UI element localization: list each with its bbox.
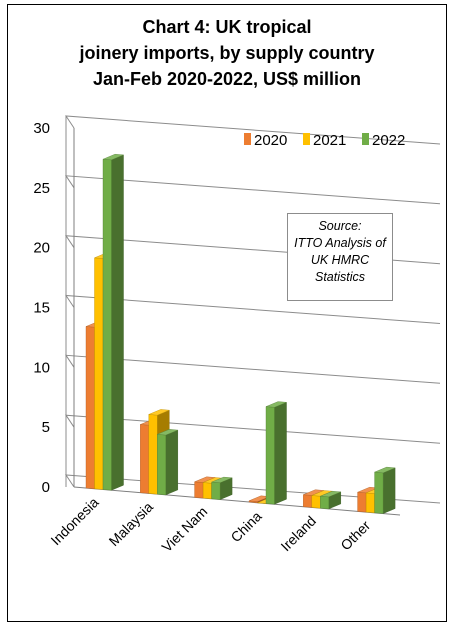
legend: 2020 2021 2022 <box>244 132 405 149</box>
bar-top <box>265 401 287 408</box>
bar-top <box>102 153 124 161</box>
bar-front <box>202 482 212 500</box>
bar-china-2022 <box>265 401 287 505</box>
bar-side <box>165 429 179 496</box>
bar-front <box>211 481 221 500</box>
y-tick-labels: 0 5 10 15 20 25 30 <box>33 120 50 496</box>
axes <box>73 128 401 516</box>
source-note-line-3: UK HMRC <box>310 253 370 267</box>
y-tick-label-4: 20 <box>33 240 50 257</box>
y-tick-label-5: 25 <box>33 180 50 197</box>
bar-front <box>357 491 367 513</box>
bar-top <box>211 476 233 484</box>
bar-other-2022 <box>374 466 396 514</box>
y-tick-label-3: 15 <box>33 300 50 317</box>
x-tick-label-other: Other <box>337 517 373 553</box>
bar-top <box>157 429 178 436</box>
bar-side <box>111 154 124 491</box>
bar-front <box>85 326 95 490</box>
bar-top <box>320 490 341 498</box>
legend-label-2021: 2021 <box>313 132 346 149</box>
bar-front <box>148 414 158 495</box>
gridline-2 <box>65 354 441 384</box>
bar-front <box>140 424 150 494</box>
legend-swatch-2021 <box>303 133 310 145</box>
bar-side <box>274 401 287 505</box>
y-tick-label-1: 5 <box>42 419 50 436</box>
bar-front <box>94 257 104 490</box>
chart-title: Chart 4: UK tropical joinery imports, by… <box>7 14 447 92</box>
y-tick-label-6: 30 <box>33 120 50 137</box>
bar-front <box>194 481 204 499</box>
bar-front <box>157 434 167 496</box>
bar-top <box>374 466 396 474</box>
chart-title-line-2: joinery imports, by supply country <box>79 43 375 63</box>
gridline-6 <box>65 115 441 145</box>
gridline-3 <box>65 294 441 324</box>
gridline-5 <box>65 175 441 205</box>
bar-malaysia-2022 <box>157 429 179 496</box>
source-note-line-2: ITTO Analysis of <box>294 236 386 250</box>
source-note: Source: ITTO Analysis of UK HMRC Statist… <box>287 213 393 301</box>
bar-ireland-2022 <box>320 490 341 510</box>
gridline-1 <box>65 414 441 444</box>
bars <box>85 153 396 514</box>
bar-front <box>265 406 275 505</box>
chart-title-line-1: Chart 4: UK tropical <box>142 17 312 37</box>
bar-front <box>102 158 112 491</box>
bar-indonesia-2022 <box>102 153 124 491</box>
y-tick-label-0: 0 <box>42 479 50 496</box>
legend-swatch-2020 <box>244 133 251 145</box>
y-tick-label-2: 10 <box>33 359 50 376</box>
bar-front <box>320 495 329 510</box>
x-tick-label-china: China <box>227 508 264 545</box>
source-note-line-1: Source: <box>318 219 362 233</box>
x-tick-label-ireland: Ireland <box>277 513 319 555</box>
x-tick-label-indonesia: Indonesia <box>47 494 101 548</box>
chart-title-line-3: Jan-Feb 2020-2022, US$ million <box>92 69 362 89</box>
bar-front <box>374 471 384 514</box>
x-axis-line <box>73 486 401 516</box>
source-note-line-4: Statistics <box>314 270 365 284</box>
x-tick-label-malaysia: Malaysia <box>106 499 157 550</box>
bar-top <box>148 409 170 416</box>
bar-side <box>382 467 396 514</box>
legend-swatch-2022 <box>362 133 369 145</box>
bar-viet-nam-2022 <box>211 476 233 500</box>
x-tick-label-viet-nam: Viet Nam <box>159 503 211 555</box>
chart-frame <box>7 4 447 622</box>
bar-front <box>311 495 321 509</box>
legend-label-2020: 2020 <box>254 132 287 149</box>
bar-front <box>303 494 312 508</box>
legend-label-2022: 2022 <box>372 132 405 149</box>
bar-front <box>365 492 375 514</box>
